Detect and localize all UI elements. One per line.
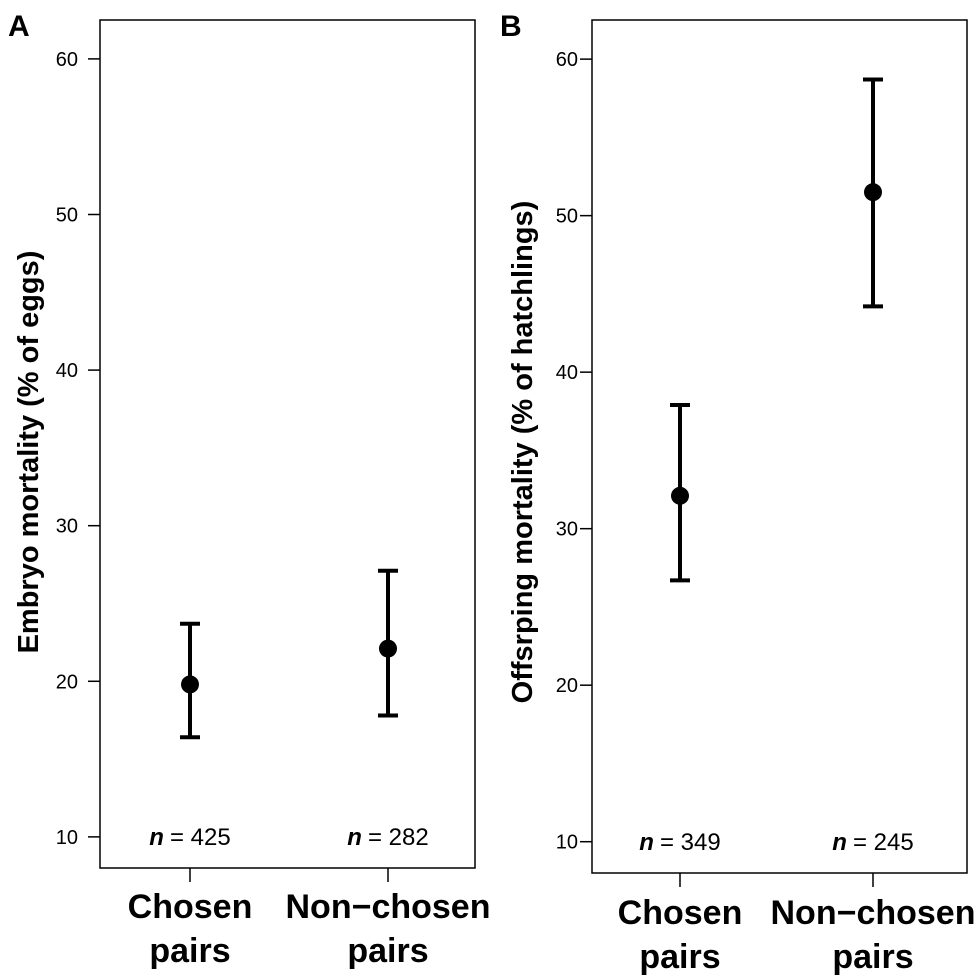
y-tick-label: 40: [56, 360, 78, 382]
panel-letter: A: [8, 10, 30, 43]
x-category-label-line2: pairs: [149, 932, 230, 970]
x-category-label-line1: Chosen: [618, 894, 743, 932]
n-label: n = 282: [347, 824, 428, 851]
n-label: n = 245: [832, 829, 913, 856]
n-value: = 282: [368, 824, 429, 851]
panel-a: A 10 20 30 40 50 60 Embryo mortality (% of eggs…: [8, 10, 490, 970]
panel-b: B 10 20 30 40 50 60 Offsrping mortality (% of h…: [500, 10, 975, 976]
n-label: n = 425: [149, 824, 230, 851]
n-value: = 245: [853, 829, 914, 856]
y-tick-label: 50: [56, 204, 78, 226]
y-tick-label: 10: [556, 832, 578, 854]
x-category-label-line1: Chosen: [128, 888, 253, 926]
n-value: = 349: [660, 829, 721, 856]
y-axis-title: Embryo mortality (% of eggs): [13, 251, 45, 654]
y-tick-label: 40: [556, 362, 578, 384]
y-tick-label: 50: [556, 206, 578, 228]
panel-letter: B: [500, 10, 522, 43]
y-tick-label: 60: [56, 49, 78, 71]
n-symbol: n: [832, 829, 847, 856]
x-category-label-line2: pairs: [347, 932, 428, 970]
n-label: n = 349: [639, 829, 720, 856]
y-tick-label: 30: [556, 519, 578, 541]
y-tick-label: 60: [556, 49, 578, 71]
x-category-label-line1: Non−chosen: [286, 888, 491, 926]
x-category-label-line2: pairs: [832, 938, 913, 976]
y-tick-label: 10: [56, 827, 78, 849]
x-category-label-line2: pairs: [639, 938, 720, 976]
n-symbol: n: [149, 824, 164, 851]
data-point: [864, 183, 882, 202]
y-tick-label: 20: [556, 675, 578, 697]
y-tick-label: 30: [56, 516, 78, 538]
plot-frame: [99, 19, 476, 869]
n-symbol: n: [639, 829, 654, 856]
data-point: [379, 639, 397, 658]
n-symbol: n: [347, 824, 362, 851]
n-value: = 425: [170, 824, 231, 851]
data-point: [181, 675, 199, 694]
x-category-label-line1: Non−chosen: [771, 894, 976, 932]
y-axis-title: Offsrping mortality (% of hatchlings): [507, 201, 539, 704]
plot-frame: [591, 19, 968, 874]
data-point: [671, 486, 689, 505]
y-tick-label: 20: [56, 671, 78, 693]
